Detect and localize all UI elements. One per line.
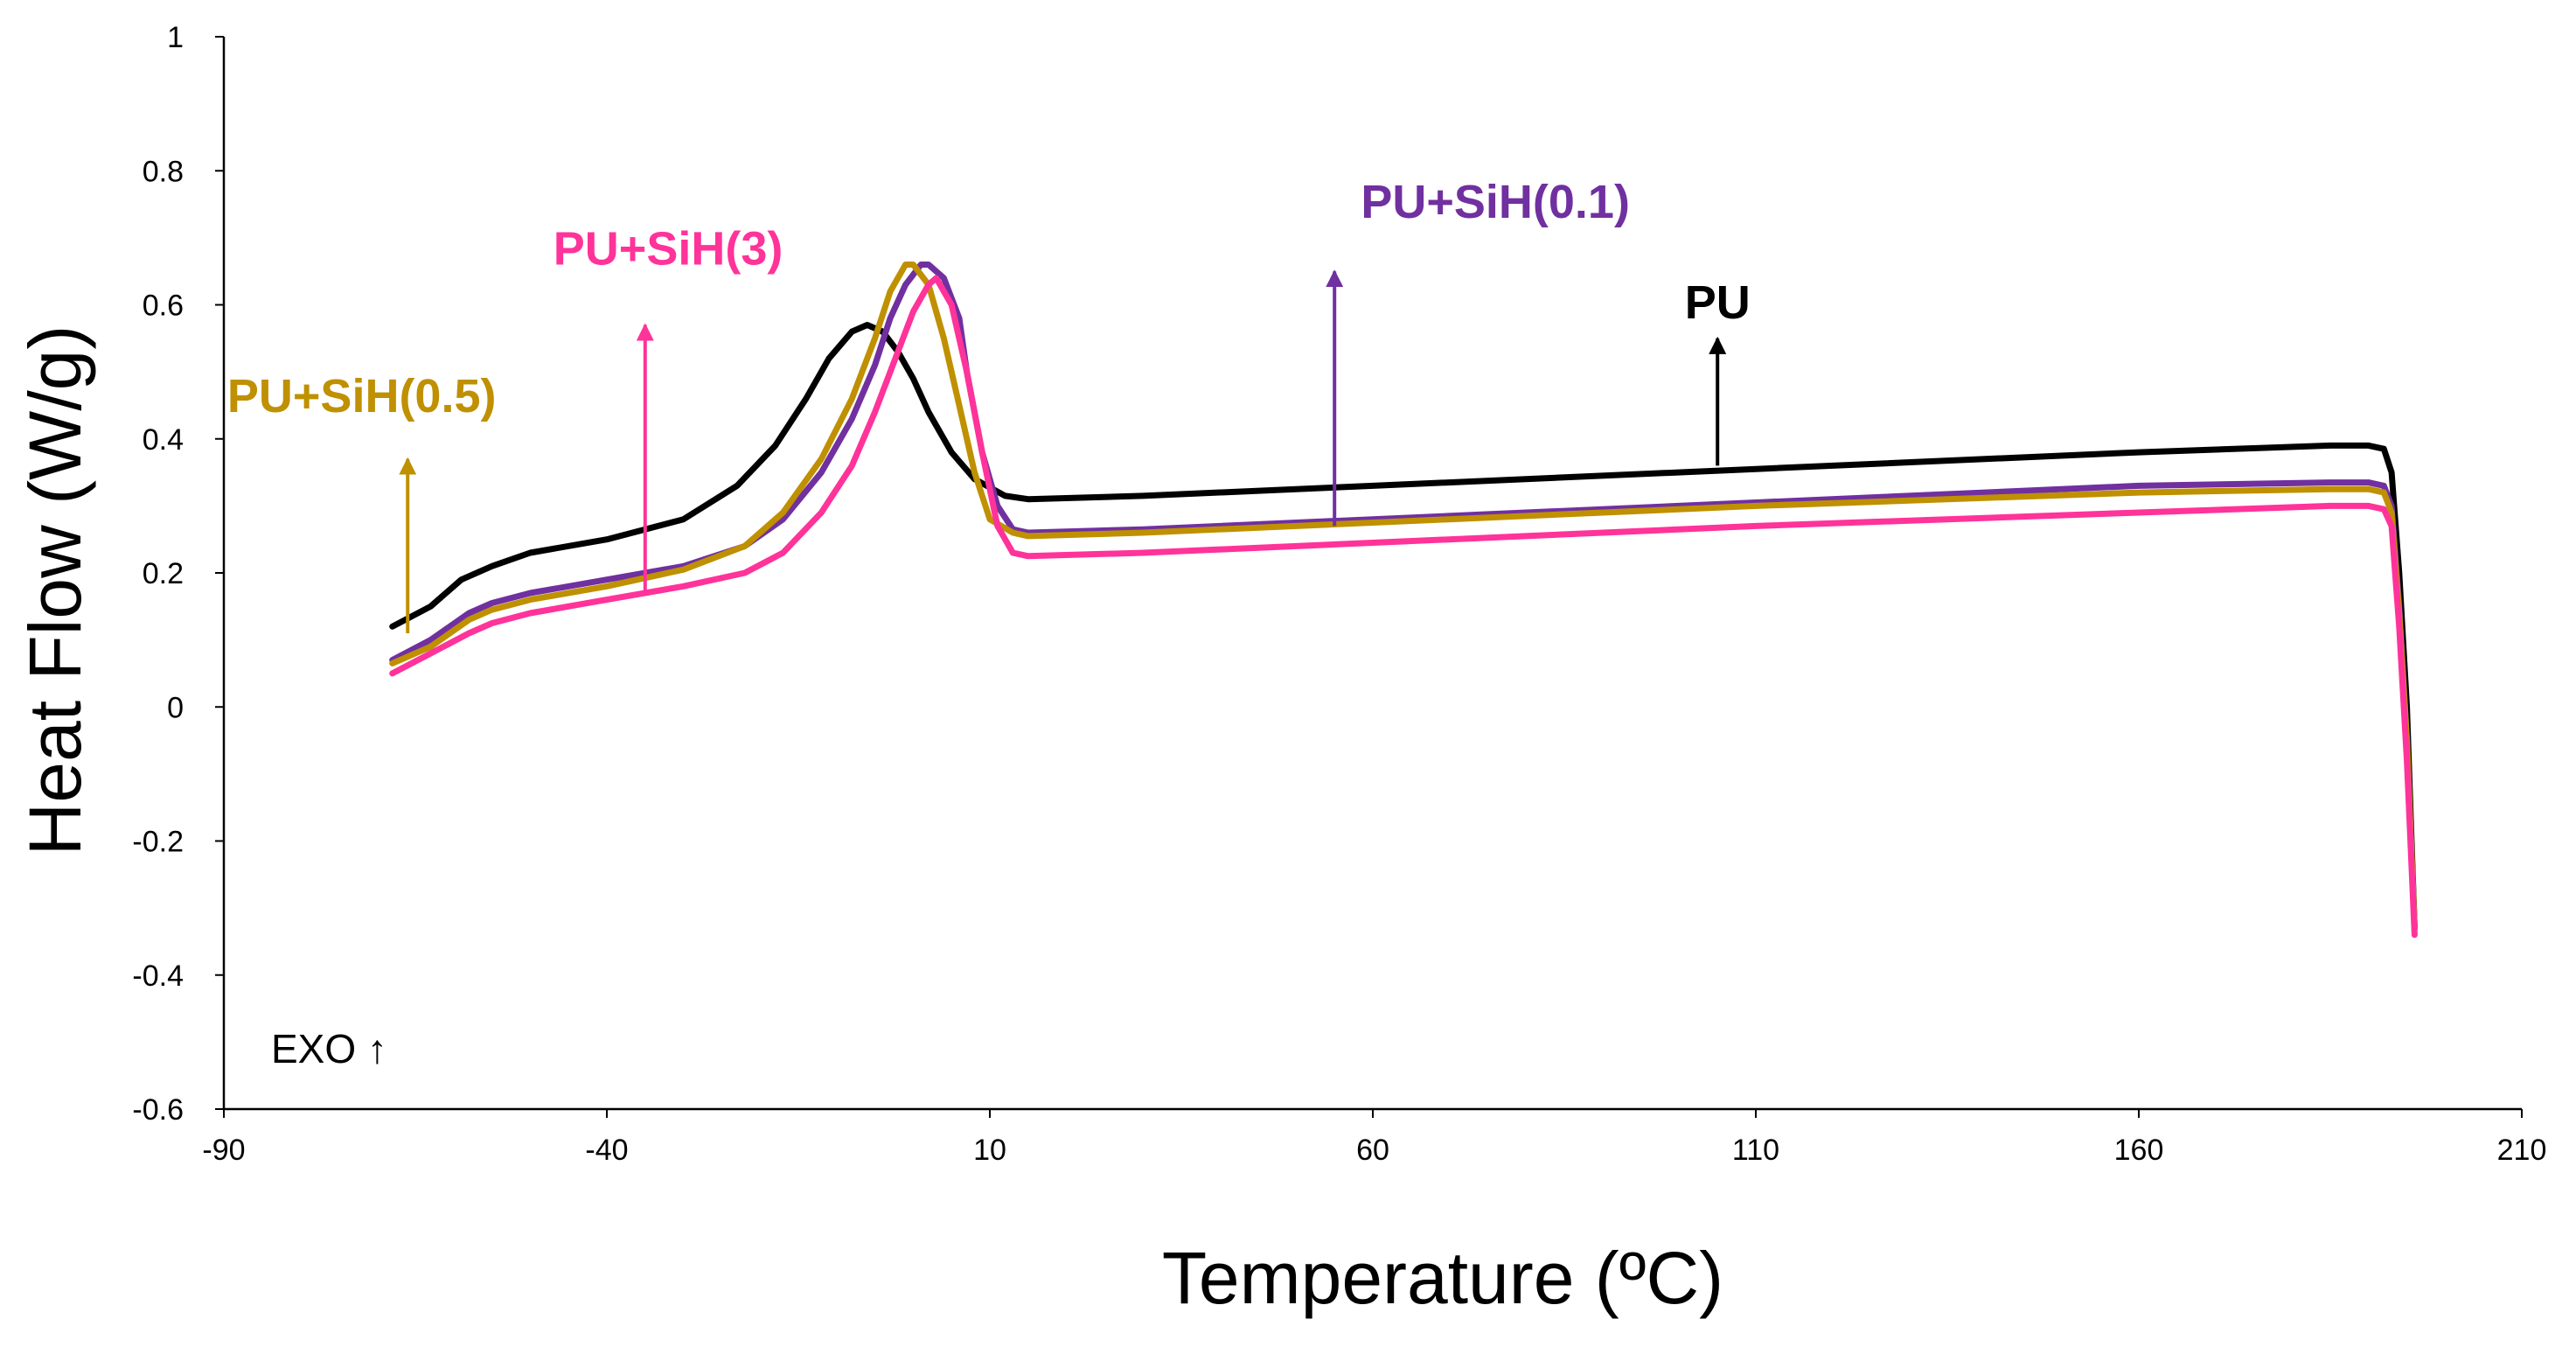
series-label-0: PU xyxy=(1685,276,1751,329)
y-tick-label: 0.8 xyxy=(143,155,184,188)
x-tick-label: 160 xyxy=(2114,1134,2164,1167)
series-layer xyxy=(389,262,2418,939)
annotation-layer: PU PU+SiH(0.1) PU+SiH(0.5) PU+SiH(3) xyxy=(227,176,1751,633)
y-tick-label: 0 xyxy=(167,691,184,724)
series-line-0 xyxy=(389,322,2418,932)
x-tick-label: 60 xyxy=(1356,1134,1389,1167)
series-line-2 xyxy=(389,262,2418,932)
x-ticks: -90 -40 10 60 110 160 210 xyxy=(202,1109,2546,1167)
y-tick-label: 1 xyxy=(167,21,184,54)
y-tick-label: 0.4 xyxy=(143,423,184,457)
x-tick-label: -90 xyxy=(202,1134,245,1167)
x-tick-label: -40 xyxy=(585,1134,628,1167)
exo-annotation: EXO ↑ xyxy=(271,1026,387,1071)
x-tick-label: 210 xyxy=(2497,1134,2547,1167)
y-tick-label: -0.4 xyxy=(132,960,184,993)
y-tick-label: -0.2 xyxy=(132,826,184,859)
y-ticks: -0.6 -0.4 -0.2 0 0.2 0.4 0.6 0.8 1 xyxy=(132,21,224,1127)
x-tick-label: 110 xyxy=(1732,1134,1779,1167)
series-line-1 xyxy=(389,262,2418,932)
series-label-1: PU+SiH(0.1) xyxy=(1361,176,1630,228)
y-axis-title: Heat Flow (W/g) xyxy=(14,325,96,856)
x-tick-label: 10 xyxy=(973,1134,1006,1167)
y-tick-label: -0.6 xyxy=(132,1093,184,1127)
series-line-3 xyxy=(389,275,2418,939)
y-tick-label: 0.2 xyxy=(143,557,184,590)
series-label-2: PU+SiH(0.5) xyxy=(227,370,497,422)
y-tick-label: 0.6 xyxy=(143,290,184,323)
series-label-3: PU+SiH(3) xyxy=(553,223,783,276)
x-axis-title: Temperature (ºC) xyxy=(1162,1237,1723,1319)
